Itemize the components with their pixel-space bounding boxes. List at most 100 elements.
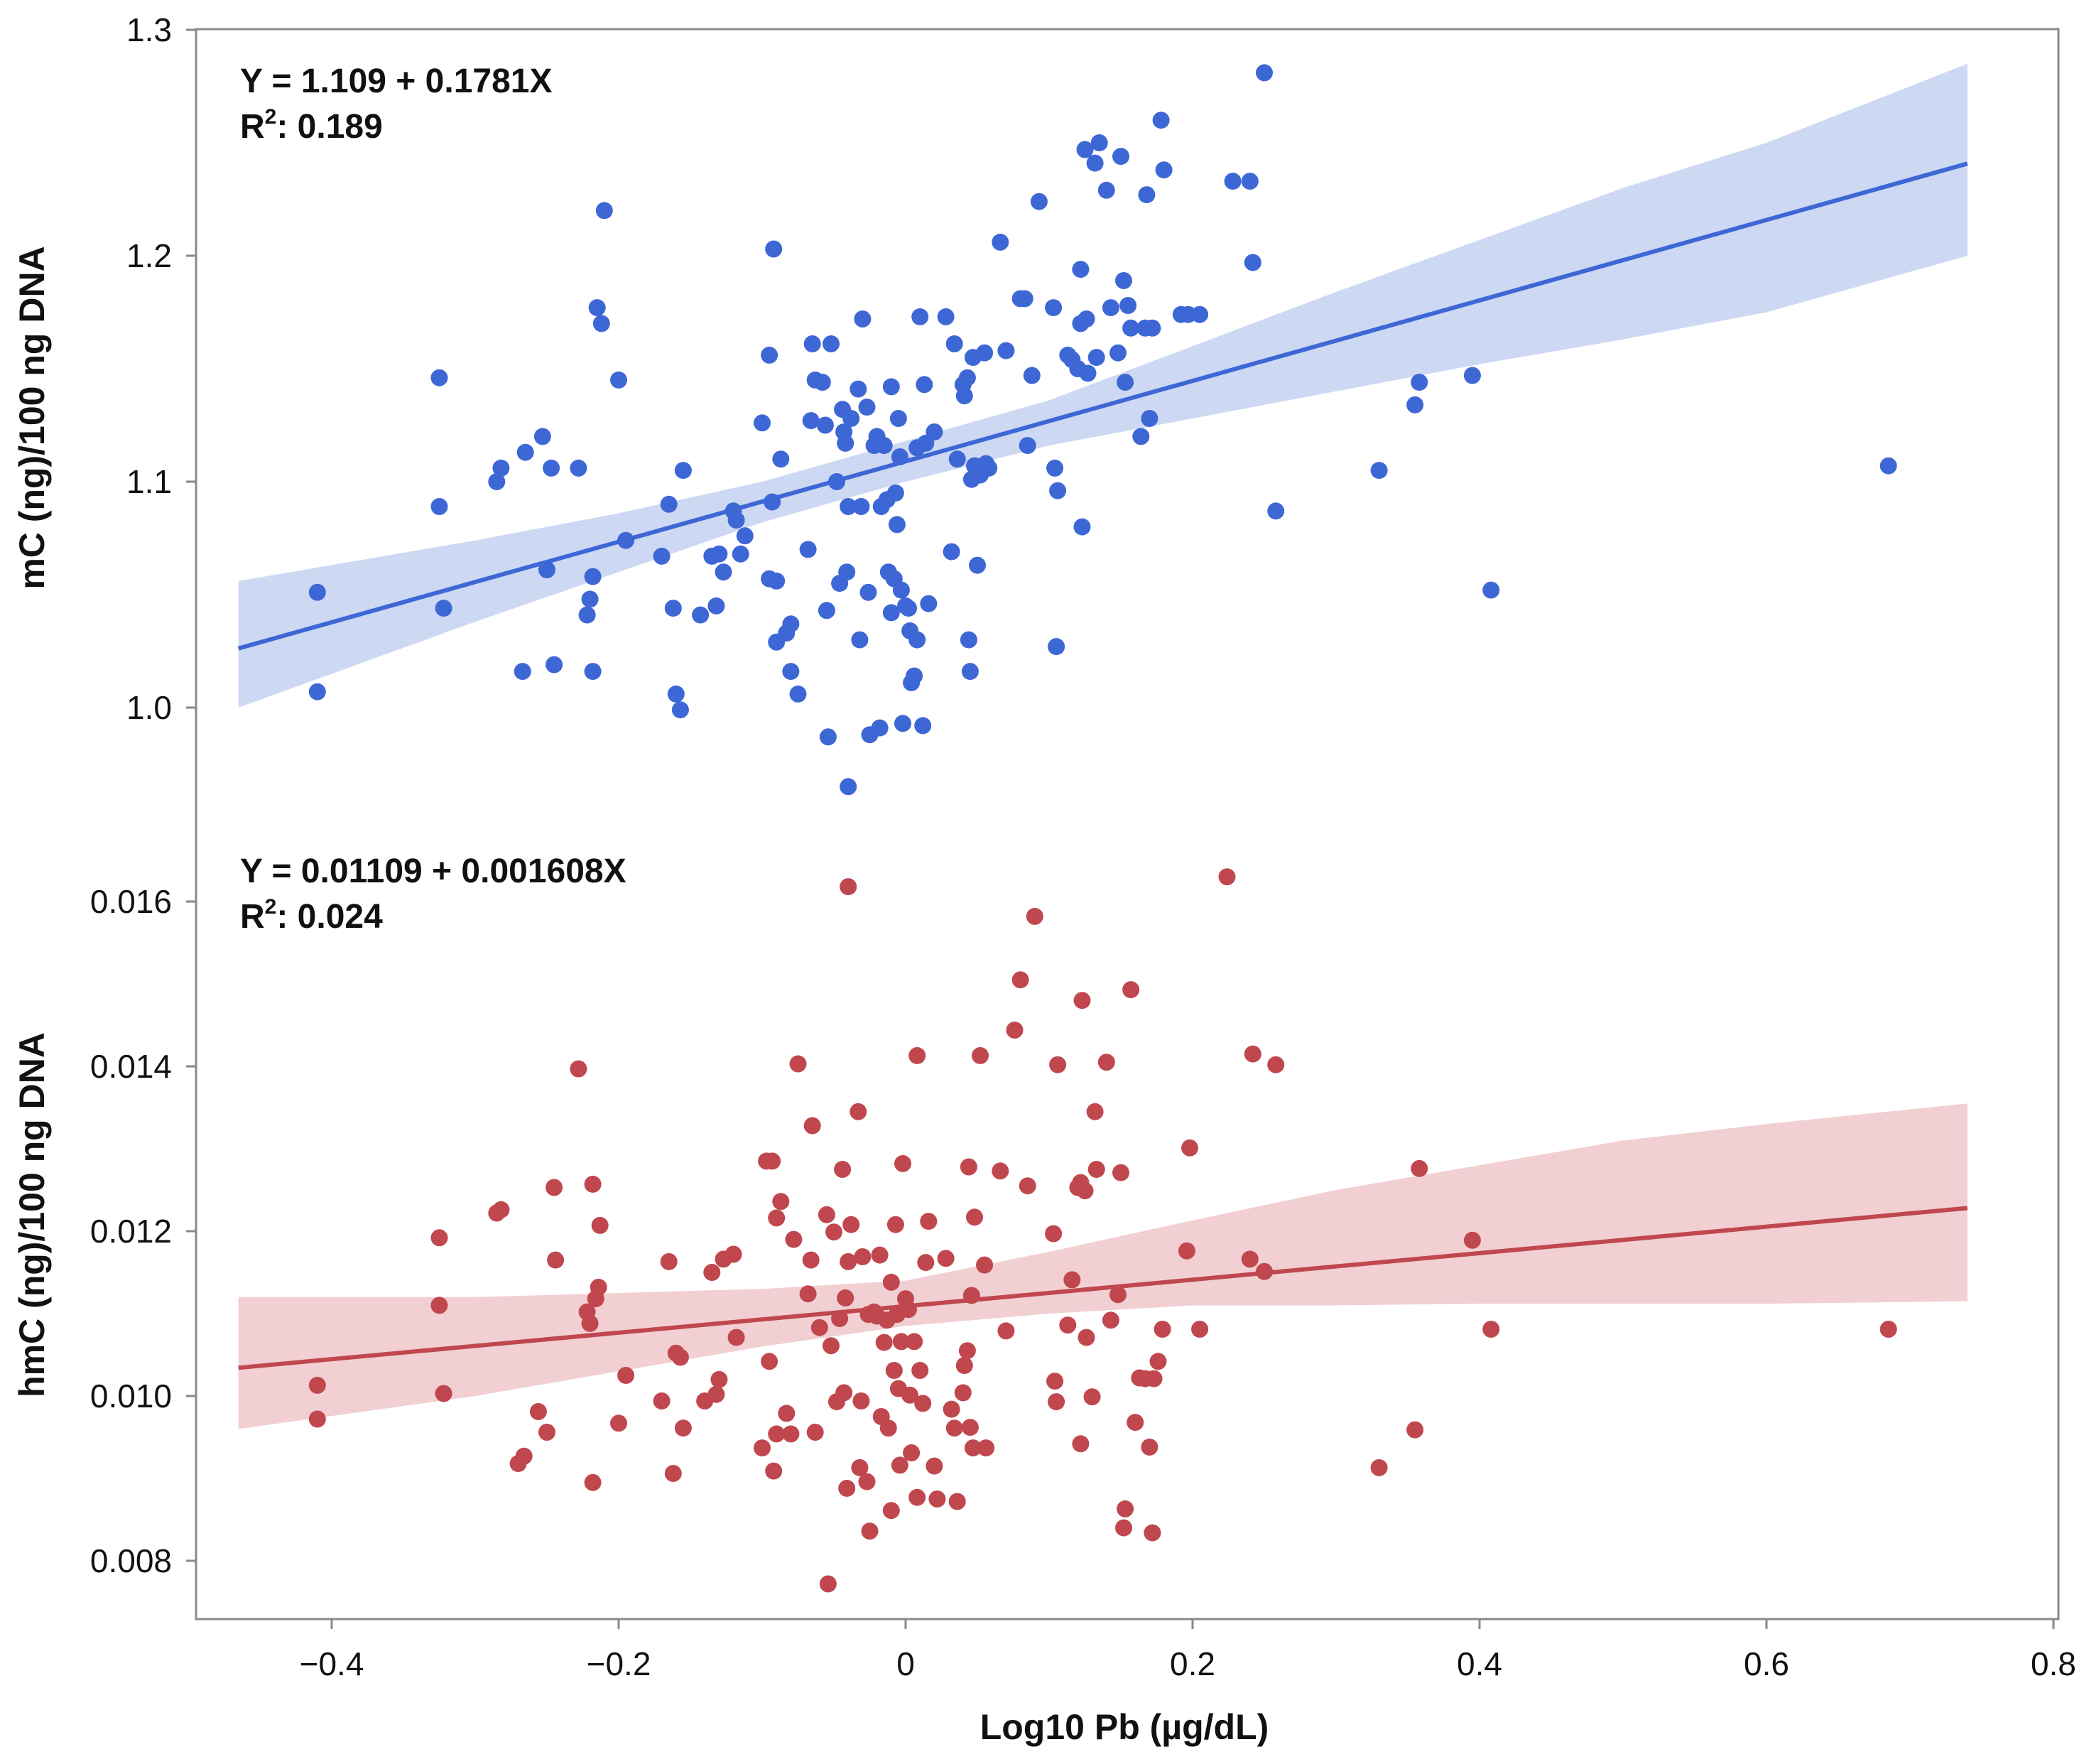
mc-data-point — [906, 667, 923, 685]
hmc-data-point — [928, 1490, 946, 1508]
hmc-data-point — [977, 1439, 995, 1457]
hmc-data-point — [664, 1465, 682, 1482]
hmc-data-point — [1073, 992, 1091, 1010]
hmc-data-point — [1045, 1225, 1063, 1243]
mc-data-point — [945, 335, 963, 352]
mc-data-point — [802, 412, 820, 430]
hmc-data-point — [871, 1246, 889, 1264]
mc-data-point — [838, 563, 856, 581]
hmc-data-point — [1117, 1500, 1134, 1517]
x-tick-label: 0.6 — [1744, 1645, 1789, 1682]
mc-data-point — [960, 631, 977, 649]
hmc-data-point — [1482, 1321, 1500, 1338]
hmc-data-point — [958, 1342, 976, 1360]
hmc-data-point — [768, 1209, 786, 1227]
hmc-data-point — [584, 1473, 602, 1491]
mc-data-point — [958, 369, 976, 386]
hmc-data-point — [834, 1161, 852, 1178]
mc-panel — [237, 63, 1968, 796]
mc-data-point — [1267, 502, 1285, 520]
mc-data-point — [875, 437, 893, 455]
hmc-y-tick-label: 0.016 — [90, 883, 172, 920]
mc-data-point — [955, 387, 973, 405]
hmc-data-point — [799, 1285, 817, 1303]
hmc-data-point — [937, 1250, 955, 1267]
hmc-data-point — [854, 1248, 872, 1265]
hmc-data-point — [727, 1329, 745, 1346]
mc-data-point — [715, 563, 732, 581]
hmc-data-point — [1181, 1139, 1198, 1157]
hmc-data-point — [858, 1473, 876, 1490]
hmc-data-point — [674, 1419, 692, 1437]
hmc-data-point — [1241, 1250, 1259, 1268]
hmc-data-point — [789, 1055, 807, 1073]
mc-data-point — [823, 335, 840, 352]
hmc-data-point — [1411, 1159, 1428, 1177]
hmc-data-point — [1087, 1161, 1105, 1178]
hmc-data-point — [308, 1376, 326, 1394]
mc-data-point — [1241, 173, 1259, 190]
mc-data-point — [736, 527, 754, 545]
hmc-data-point — [1879, 1321, 1897, 1338]
hmc-data-point — [591, 1216, 609, 1234]
mc-data-point — [1102, 299, 1119, 317]
hmc-data-point — [992, 1162, 1009, 1180]
hmc-data-point — [835, 1384, 853, 1402]
mc-data-point — [1023, 367, 1041, 384]
hmc-data-point — [842, 1216, 860, 1233]
hmc-data-point — [724, 1245, 742, 1263]
mc-data-point — [920, 595, 938, 612]
hmc-data-point — [850, 1103, 867, 1120]
mc-data-point — [1097, 181, 1115, 199]
hmc-data-point — [1026, 907, 1043, 925]
hmc-data-point — [584, 1175, 602, 1193]
hmc-data-point — [1078, 1329, 1095, 1346]
mc-data-point — [1016, 290, 1033, 308]
hmc-data-point — [852, 1392, 870, 1409]
mc-y-axis-title: mC (ng)/100 ng DNA — [12, 246, 52, 589]
hmc-data-point — [1154, 1321, 1171, 1338]
hmc-data-point — [810, 1319, 828, 1336]
hmc-data-point — [837, 1289, 854, 1306]
mc-data-point — [1152, 112, 1170, 129]
y-axis-ticks: 1.0 1.1 1.2 1.3 0.008 0.010 0.012 0.014 0.016 — [90, 11, 196, 1579]
mc-data-point — [992, 233, 1009, 251]
hmc-data-point — [1191, 1321, 1209, 1338]
hmc-data-point — [1149, 1353, 1167, 1370]
hmc-data-point — [660, 1252, 678, 1270]
mc-data-point — [1144, 319, 1161, 337]
mc-data-point — [1879, 457, 1897, 475]
hmc-data-point — [818, 1206, 835, 1223]
hmc-data-point — [1097, 1054, 1115, 1071]
mc-y-tick-label: 1.3 — [126, 11, 172, 48]
mc-y-tick-label: 1.0 — [126, 689, 172, 726]
mc-data-point — [768, 572, 786, 590]
hmc-data-point — [914, 1395, 932, 1412]
hmc-data-point — [885, 1362, 903, 1379]
mc-data-point — [1078, 310, 1095, 328]
mc-data-point — [943, 543, 960, 561]
x-tick-label: 0.8 — [2031, 1645, 2076, 1682]
x-tick-label: 0 — [896, 1645, 915, 1682]
mc-data-point — [948, 450, 966, 468]
mc-data-point — [581, 590, 599, 608]
hmc-data-point — [308, 1410, 326, 1428]
hmc-data-point — [778, 1405, 796, 1422]
mc-data-point — [707, 597, 725, 615]
mc-data-point — [1087, 349, 1105, 367]
hmc-data-point — [911, 1362, 929, 1379]
hmc-data-point — [948, 1493, 966, 1510]
hmc-data-point — [754, 1439, 771, 1457]
mc-data-point — [911, 308, 929, 325]
hmc-data-point — [492, 1201, 510, 1218]
mc-data-point — [1076, 141, 1094, 158]
mc-y-tick-label: 1.2 — [126, 237, 172, 274]
mc-data-point — [732, 545, 749, 563]
hmc-data-point — [802, 1251, 820, 1269]
mc-data-point — [1109, 344, 1127, 362]
mc-data-point — [543, 459, 560, 477]
mc-data-point — [858, 399, 876, 416]
plot-frame — [195, 28, 2060, 1620]
mc-data-point — [1191, 305, 1209, 323]
